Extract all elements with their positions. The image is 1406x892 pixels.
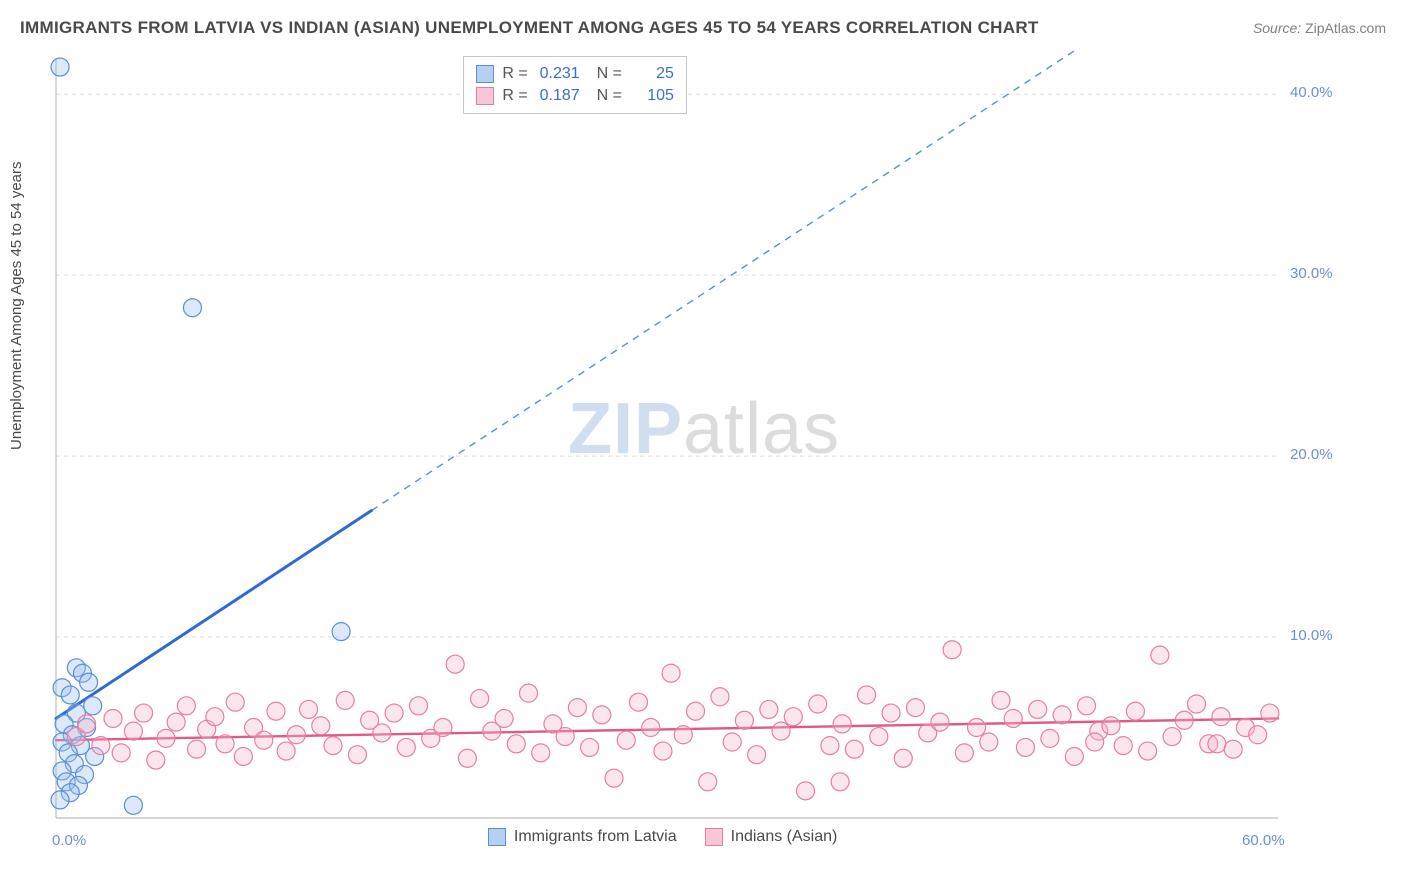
legend-row-latvia: R = 0.231 N = 25 [476,63,674,85]
legend-n-value-indian: 105 [630,85,674,107]
legend-r-label: R = [502,63,527,85]
y-tick-label: 40.0% [1290,84,1333,101]
legend-r-value-latvia: 0.231 [536,63,580,85]
legend-row-indian: R = 0.187 N = 105 [476,85,674,107]
legend-r-value-indian: 0.187 [536,85,580,107]
chart-area: R =0.231 N =25R =0.187 N =105 ZIPatlas [48,48,1338,838]
legend-swatch-latvia [488,828,506,846]
y-tick-label: 10.0% [1290,627,1333,644]
legend-n-value-latvia: 25 [630,63,674,85]
legend-r-label: R = [502,85,527,107]
series-legend: Immigrants from Latvia Indians (Asian) [488,828,837,846]
legend-n-label: N = [588,85,622,107]
legend-n-label: N = [588,63,622,85]
y-tick-label: 20.0% [1290,446,1333,463]
legend-swatch-indian [705,828,723,846]
correlation-legend: R = 0.231 N = 25 R = 0.187 N = 105 [463,56,687,114]
x-tick-label: 60.0% [1242,832,1285,849]
legend-item-indian: Indians (Asian) [705,828,838,846]
legend-label-latvia: Immigrants from Latvia [514,828,677,846]
y-axis-label: Unemployment Among Ages 45 to 54 years [8,161,25,450]
scatter-chart [48,48,1338,838]
legend-swatch-indian [476,87,494,105]
source-attribution: Source: ZipAtlas.com [1253,20,1386,36]
chart-title: IMMIGRANTS FROM LATVIA VS INDIAN (ASIAN)… [20,18,1039,38]
x-tick-label: 0.0% [52,832,86,849]
source-label: Source: [1253,20,1301,36]
legend-swatch-latvia [476,65,494,83]
legend-item-latvia: Immigrants from Latvia [488,828,677,846]
y-tick-label: 30.0% [1290,265,1333,282]
source-value: ZipAtlas.com [1305,20,1386,36]
legend-label-indian: Indians (Asian) [731,828,838,846]
